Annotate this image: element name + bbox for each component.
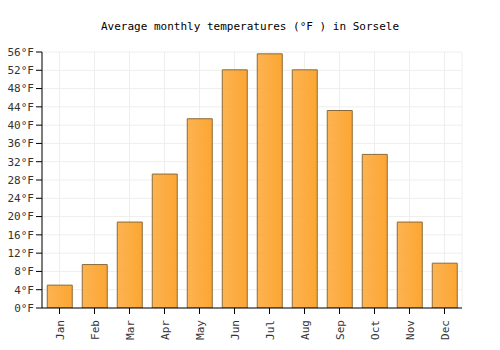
- svg-text:28°F: 28°F: [8, 174, 34, 187]
- svg-text:Aug: Aug: [299, 320, 312, 340]
- svg-text:Mar: Mar: [124, 320, 137, 340]
- html-text:Average monthly temperatures (: Average monthly temperatures (°F ) in So…: [101, 20, 399, 33]
- svg-text:24°F: 24°F: [8, 192, 34, 205]
- svg-text:12°F: 12°F: [8, 247, 34, 260]
- svg-text:32°F: 32°F: [8, 156, 34, 169]
- svg-text:20°F: 20°F: [8, 210, 34, 223]
- svg-text:Oct: Oct: [369, 320, 382, 340]
- svg-text:16°F: 16°F: [8, 229, 34, 242]
- svg-text:0°F: 0°F: [14, 302, 34, 315]
- svg-text:36°F: 36°F: [8, 137, 34, 150]
- svg-text:Dec: Dec: [439, 320, 452, 340]
- svg-text:May: May: [194, 320, 207, 340]
- svg-text:48°F: 48°F: [8, 82, 34, 95]
- svg-text:Jun: Jun: [229, 320, 242, 340]
- svg-text:Nov: Nov: [404, 320, 417, 340]
- svg-text:8°F: 8°F: [14, 265, 34, 278]
- svg-text:Jul: Jul: [264, 320, 277, 340]
- svg-text:44°F: 44°F: [8, 101, 34, 114]
- svg-text:Sep: Sep: [334, 320, 347, 340]
- svg-text:Apr: Apr: [159, 320, 172, 340]
- svg-text:56°F: 56°F: [8, 46, 34, 59]
- svg-text:52°F: 52°F: [8, 64, 34, 77]
- svg-text:Jan: Jan: [54, 320, 67, 340]
- svg-text:40°F: 40°F: [8, 119, 34, 132]
- svg-text:4°F: 4°F: [14, 284, 34, 297]
- svg-text:Feb: Feb: [89, 320, 102, 340]
